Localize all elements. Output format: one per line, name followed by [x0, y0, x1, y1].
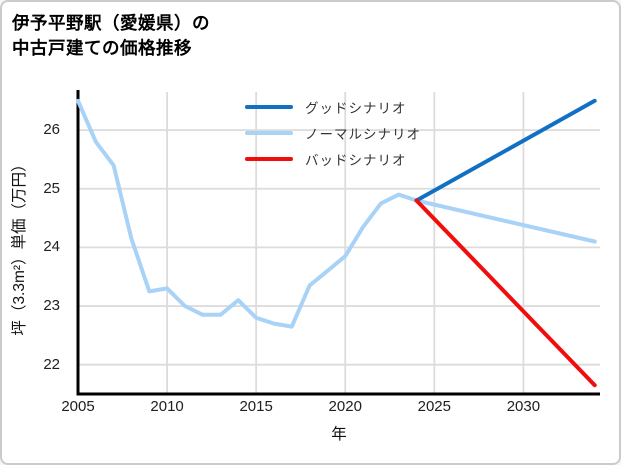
chart-title: 伊予平野駅（愛媛県）の 中古戸建ての価格推移	[12, 11, 210, 62]
chart-title-line1: 伊予平野駅（愛媛県）の	[12, 13, 210, 33]
y-tick-label: 22	[43, 355, 60, 373]
x-tick-label: 2030	[506, 398, 541, 415]
legend-swatch-good	[245, 104, 293, 109]
legend-swatch-bad	[245, 156, 293, 161]
legend: グッドシナリオ ノーマルシナリオ バッドシナリオ	[245, 97, 421, 168]
y-tick-label: 24	[43, 238, 60, 256]
y-tick-label: 26	[43, 121, 60, 139]
legend-label: ノーマルシナリオ	[305, 126, 421, 142]
legend-label: バッドシナリオ	[305, 152, 407, 168]
x-axis-label: 年	[331, 426, 347, 443]
y-tick-label: 23	[43, 297, 60, 315]
x-tick-label: 2010	[150, 398, 184, 415]
y-tick-label: 25	[43, 179, 60, 197]
series-line-normal	[76, 98, 597, 329]
x-tick-label: 2015	[239, 398, 273, 415]
x-tick-label: 2025	[417, 398, 451, 415]
chart-title-line2: 中古戸建ての価格推移	[12, 38, 192, 59]
series-line-good	[414, 98, 597, 203]
legend-label: グッドシナリオ	[305, 100, 407, 116]
legend-swatch-normal	[245, 130, 293, 135]
legend-item: バッドシナリオ	[245, 149, 421, 168]
x-tick-label: 2005	[61, 398, 95, 415]
legend-item: グッドシナリオ	[245, 97, 421, 116]
legend-item: ノーマルシナリオ	[245, 123, 421, 142]
x-tick-label: 2020	[328, 398, 362, 415]
series-line-bad	[414, 198, 597, 388]
y-axis-label: 坪（3.3m²）単価（万円）	[11, 156, 28, 336]
